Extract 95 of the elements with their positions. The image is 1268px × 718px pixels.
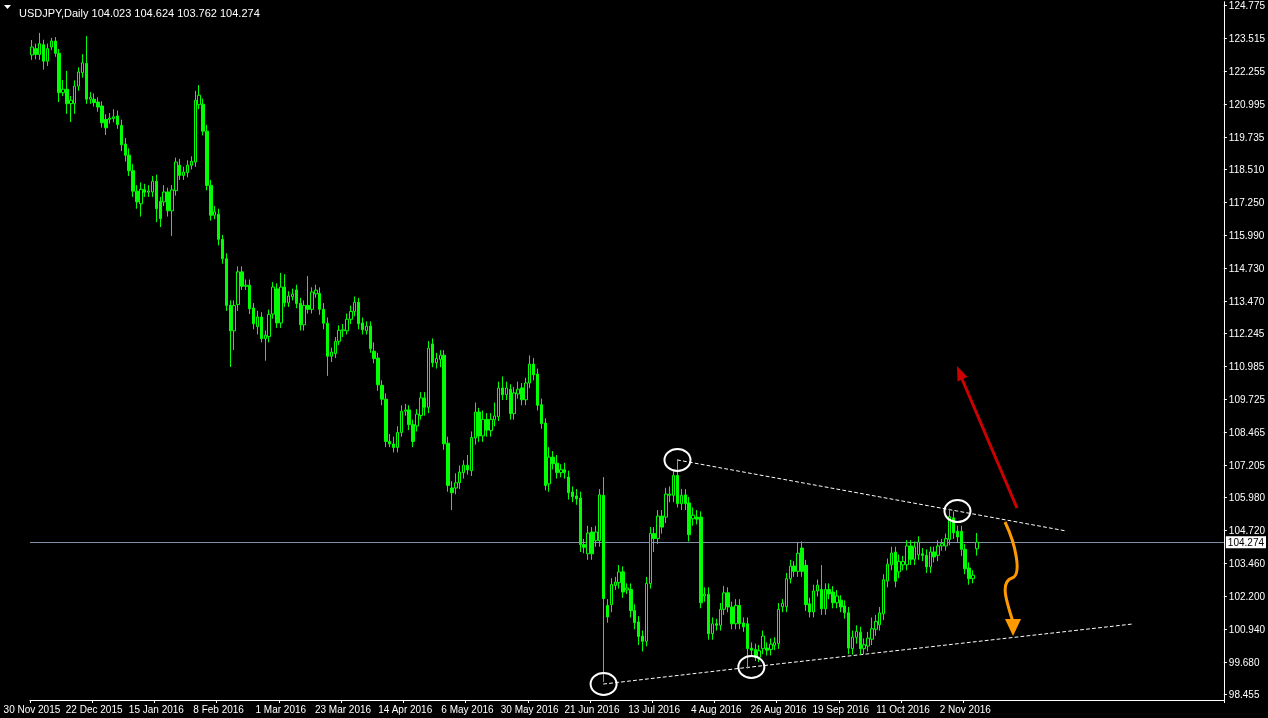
candlestick	[485, 412, 489, 438]
candlestick	[512, 386, 516, 421]
y-tick-label: 123.515	[1228, 32, 1266, 44]
candlestick	[155, 174, 158, 223]
candlestick	[186, 159, 189, 178]
x-tick-label: 30 May 2016	[500, 703, 560, 715]
candlestick	[835, 589, 839, 609]
candlestick	[579, 491, 582, 553]
x-tick-label: 19 Sep 2016	[812, 703, 870, 715]
candlestick	[567, 470, 570, 501]
candlestick	[894, 546, 897, 588]
x-tick-label: 6 May 2016	[441, 703, 495, 715]
y-tick-label: 99.680	[1228, 657, 1260, 669]
x-tick-label: 13 Jul 2016	[628, 703, 681, 715]
candlestick	[769, 637, 773, 656]
x-tick-label: 22 Dec 2015	[65, 703, 123, 715]
x-tick-label: 1 Mar 2016	[255, 703, 307, 715]
y-tick-label: 109.725	[1228, 393, 1266, 405]
x-tick-label: 15 Jan 2016	[128, 703, 185, 715]
candlestick	[676, 458, 679, 508]
x-tick-label: 23 Mar 2016	[314, 703, 372, 715]
y-tick-label: 105.980	[1228, 491, 1266, 503]
point	[663, 447, 692, 472]
y-tick-label: 112.245	[1228, 327, 1265, 339]
candlestick	[586, 525, 590, 561]
y-tick-label: 98.455	[1228, 689, 1260, 701]
y-tick-label: 114.730	[1228, 262, 1265, 274]
y-tick-label: 124.775	[1228, 0, 1266, 11]
candlestick	[929, 546, 932, 574]
x-tick-label: 11 Oct 2016	[876, 703, 931, 715]
x-tick-label: 30 Nov 2015	[3, 703, 61, 715]
y-tick-label: 122.255	[1228, 65, 1266, 77]
candlestick	[913, 540, 916, 566]
chart-title: USDJPY,Daily 104.023 104.624 103.762 104.274	[19, 6, 260, 19]
candlestick	[975, 532, 979, 557]
y-tick-label: 103.460	[1228, 557, 1266, 569]
x-tick-label: 26 Aug 2016	[750, 703, 808, 715]
candlestick	[936, 539, 940, 562]
x-tick-label: 14 Apr 2016	[378, 703, 433, 715]
candlestick	[357, 297, 360, 330]
x-tick-label: 4 Aug 2016	[691, 703, 743, 715]
candlestick	[590, 526, 594, 561]
candlestick	[925, 548, 928, 574]
candlestick	[707, 586, 710, 641]
y-tick-label: 120.995	[1228, 98, 1266, 110]
point	[737, 654, 766, 679]
point	[943, 499, 972, 524]
candlestick	[481, 409, 485, 443]
candlestick	[563, 462, 566, 480]
point	[589, 672, 618, 697]
y-tick-label: 117.250	[1228, 196, 1265, 208]
y-tick-label: 113.470	[1228, 295, 1265, 307]
candlestick	[427, 340, 430, 414]
candlestick	[777, 602, 780, 650]
candlestick	[116, 109, 119, 130]
candlestick	[602, 476, 605, 683]
y-tick-label: 108.465	[1228, 426, 1266, 438]
y-tick-label: 100.940	[1228, 624, 1266, 636]
x-tick-label: 21 Jun 2016	[564, 703, 620, 715]
candlestick	[831, 585, 835, 609]
candlestick	[820, 564, 823, 616]
candlestick	[734, 598, 738, 630]
candlestick	[555, 454, 559, 480]
candlestick	[520, 382, 524, 406]
candlestick	[30, 39, 34, 61]
x-tick-label: 2 Nov 2016	[939, 703, 992, 715]
candlestick	[621, 565, 625, 599]
y-tick-label: 102.200	[1228, 591, 1266, 602]
ref-line-label: 104.274	[1227, 536, 1265, 548]
candlestick	[279, 272, 283, 329]
candlestick	[610, 577, 613, 613]
y-tick-label: 119.735	[1228, 131, 1265, 143]
candlestick	[738, 598, 741, 630]
y-tick-label: 104.720	[1228, 524, 1266, 536]
candlestick	[909, 539, 913, 566]
y-tick-label: 115.990	[1228, 229, 1265, 241]
x-tick-label: 8 Feb 2016	[193, 703, 245, 715]
candlestick	[796, 541, 800, 578]
candlestick	[699, 510, 703, 609]
y-tick-label: 107.205	[1228, 459, 1266, 471]
candlestick	[509, 383, 512, 421]
candlestick	[606, 598, 609, 624]
candlestick	[754, 643, 757, 662]
candlestick	[746, 616, 749, 670]
candlestick	[917, 535, 920, 561]
candlestick	[85, 35, 88, 105]
candlestick	[458, 464, 461, 490]
candlestick	[92, 92, 96, 108]
y-tick-label: 110.985	[1228, 360, 1265, 372]
candlestick	[46, 43, 49, 67]
y-tick-label: 118.510	[1228, 163, 1265, 175]
candlestick	[859, 626, 862, 656]
candlestick	[905, 539, 909, 571]
candlestick	[139, 182, 143, 218]
candlestick	[477, 407, 481, 443]
